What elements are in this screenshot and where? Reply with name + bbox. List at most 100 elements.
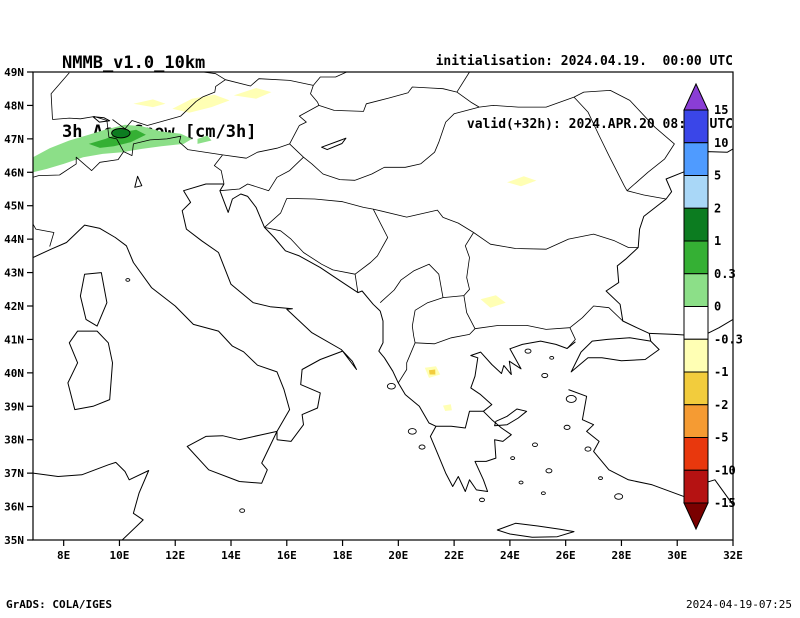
lat-tick-label: 39N bbox=[4, 400, 24, 413]
colorbar-label: 10 bbox=[714, 136, 728, 150]
coastline-dalmatia bbox=[219, 183, 381, 312]
lon-tick-label: 14E bbox=[221, 549, 241, 562]
snow-max-contour bbox=[111, 127, 131, 139]
lat-tick-label: 40N bbox=[4, 367, 24, 380]
island bbox=[479, 497, 485, 503]
border-mk-al bbox=[411, 310, 416, 343]
lat-tick-label: 37N bbox=[4, 467, 24, 480]
island bbox=[532, 442, 538, 447]
border-ro-md bbox=[573, 96, 628, 191]
rain-patch-romania bbox=[507, 176, 537, 187]
island bbox=[545, 468, 553, 474]
lat-tick-label: 49N bbox=[4, 66, 24, 79]
colorbar-label: 5 bbox=[714, 169, 721, 183]
border-alps-it bbox=[33, 135, 225, 185]
colorbar-segment bbox=[683, 306, 709, 340]
border-sk-ua bbox=[456, 72, 470, 93]
coastline-albania-epirus bbox=[378, 310, 437, 427]
island bbox=[407, 428, 417, 435]
coastline-lake-garda bbox=[134, 175, 143, 188]
coastline-sardinia bbox=[67, 330, 113, 411]
lat-tick-label: 42N bbox=[4, 300, 24, 313]
colorbar-label: 15 bbox=[714, 103, 728, 117]
coastline-north-africa bbox=[33, 461, 150, 540]
coastline-greece-northeast bbox=[470, 340, 576, 412]
rain-patch-salzburg bbox=[172, 94, 230, 113]
border-hu-ua bbox=[456, 91, 480, 108]
coastline-peloponnese-attica bbox=[429, 410, 512, 492]
colorbar-segment bbox=[683, 175, 709, 209]
island bbox=[239, 508, 246, 513]
lon-tick-label: 30E bbox=[667, 549, 687, 562]
island bbox=[540, 491, 546, 496]
grads-credit: GrADS: COLA/IGES bbox=[6, 598, 112, 611]
model-name: NMMB_v1.0_10km bbox=[62, 53, 206, 73]
lon-tick-label: 32E bbox=[723, 549, 743, 562]
coastline-italy-tyrrhenian bbox=[33, 224, 291, 440]
border-si-hr bbox=[219, 156, 304, 192]
lat-tick-label: 35N bbox=[4, 534, 24, 547]
coastline-crete bbox=[496, 522, 575, 538]
border-gr-tr bbox=[566, 327, 576, 349]
coastline-lake-balaton bbox=[321, 137, 347, 151]
border-mne-al-kosovo bbox=[379, 263, 444, 303]
lon-tick-label: 24E bbox=[500, 549, 520, 562]
border-de-fr bbox=[50, 72, 70, 120]
colorbar-arrow-up bbox=[683, 82, 709, 111]
border-hu-srb bbox=[354, 163, 421, 181]
island bbox=[563, 424, 571, 430]
island bbox=[418, 444, 426, 450]
border-ch-north bbox=[52, 116, 124, 152]
lon-tick-label: 18E bbox=[333, 549, 353, 562]
rain-patch-linz bbox=[233, 88, 272, 99]
border-cz-at bbox=[225, 78, 314, 87]
island bbox=[584, 446, 592, 452]
colorbar-segment bbox=[683, 469, 709, 504]
snow-patch-carinthia bbox=[197, 135, 212, 144]
border-srb-mk bbox=[414, 295, 464, 311]
border-gr-bg bbox=[474, 325, 570, 330]
border-ba-srb bbox=[354, 208, 389, 275]
colorbar-label: -5 bbox=[714, 431, 728, 445]
colorbar-label: -0.3 bbox=[714, 332, 743, 346]
coastline-lake-constance bbox=[92, 116, 111, 123]
lat-tick-label: 38N bbox=[4, 434, 24, 447]
colorbar-label: 1 bbox=[714, 234, 721, 248]
border-at-sk bbox=[310, 85, 320, 106]
island bbox=[614, 493, 624, 500]
island bbox=[125, 278, 131, 282]
border-ro-ua-danube bbox=[626, 190, 667, 200]
lat-tick-label: 44N bbox=[4, 233, 24, 246]
coastline-bosphorus bbox=[648, 333, 652, 342]
island bbox=[598, 476, 603, 481]
lat-tick-label: 36N bbox=[4, 501, 24, 514]
border-srb-ro bbox=[373, 208, 474, 233]
rain-core-albania bbox=[429, 369, 436, 375]
border-hr-ba-sava bbox=[286, 198, 374, 210]
island bbox=[510, 456, 516, 460]
border-at-hu bbox=[289, 105, 320, 145]
border-srb-bg bbox=[463, 232, 474, 296]
island bbox=[518, 480, 524, 485]
colorbar-segment bbox=[683, 109, 709, 144]
lat-tick-label: 45N bbox=[4, 200, 24, 213]
island bbox=[565, 394, 577, 403]
island bbox=[549, 355, 555, 360]
border-hu-ro bbox=[420, 106, 480, 165]
border-de-cz bbox=[203, 72, 226, 81]
colorbar-label: 2 bbox=[714, 201, 721, 215]
colorbar-label: -2 bbox=[714, 398, 728, 412]
border-bg-ro bbox=[473, 232, 639, 250]
map-geography bbox=[33, 72, 733, 540]
coastline-sea-of-marmara bbox=[570, 337, 660, 373]
colorbar: 15 10 5 2 1 0.3 0 -0.3 -1 -2 -5 -10 -15 bbox=[683, 82, 743, 531]
border-de-at bbox=[112, 79, 226, 130]
lon-tick-label: 26E bbox=[556, 549, 576, 562]
snow-core-alps bbox=[88, 129, 146, 148]
border-sk-hu bbox=[318, 86, 457, 112]
border-hr-ba-west bbox=[264, 198, 288, 228]
creation-timestamp: 2024-04-19-07:25 bbox=[686, 598, 792, 611]
rain-patch-bulgaria bbox=[480, 295, 506, 308]
